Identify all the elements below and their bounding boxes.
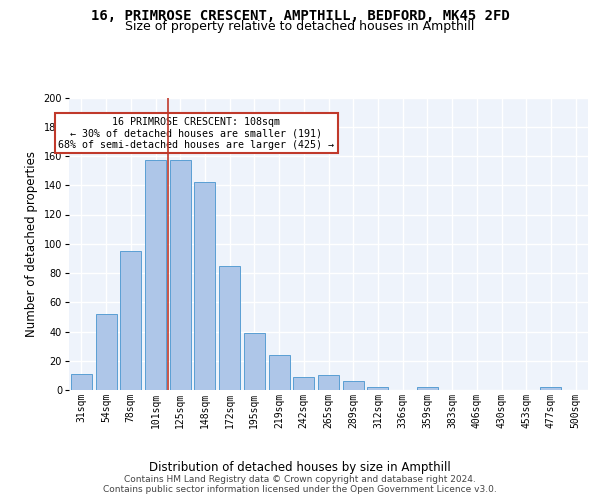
Bar [244, 333, 265, 390]
Bar [343, 381, 364, 390]
Bar [269, 355, 290, 390]
Bar [170, 160, 191, 390]
Bar [318, 376, 339, 390]
Bar [417, 387, 438, 390]
Bar [120, 251, 141, 390]
Bar [293, 377, 314, 390]
Bar [194, 182, 215, 390]
Bar [219, 266, 240, 390]
Bar [541, 387, 562, 390]
Bar [95, 314, 116, 390]
Bar [367, 387, 388, 390]
Text: Contains HM Land Registry data © Crown copyright and database right 2024.
Contai: Contains HM Land Registry data © Crown c… [103, 474, 497, 494]
Text: 16 PRIMROSE CRESCENT: 108sqm
← 30% of detached houses are smaller (191)
68% of s: 16 PRIMROSE CRESCENT: 108sqm ← 30% of de… [58, 116, 334, 150]
Text: Size of property relative to detached houses in Ampthill: Size of property relative to detached ho… [125, 20, 475, 33]
Bar [71, 374, 92, 390]
Text: Distribution of detached houses by size in Ampthill: Distribution of detached houses by size … [149, 461, 451, 474]
Text: 16, PRIMROSE CRESCENT, AMPTHILL, BEDFORD, MK45 2FD: 16, PRIMROSE CRESCENT, AMPTHILL, BEDFORD… [91, 9, 509, 23]
Y-axis label: Number of detached properties: Number of detached properties [25, 151, 38, 337]
Bar [145, 160, 166, 390]
